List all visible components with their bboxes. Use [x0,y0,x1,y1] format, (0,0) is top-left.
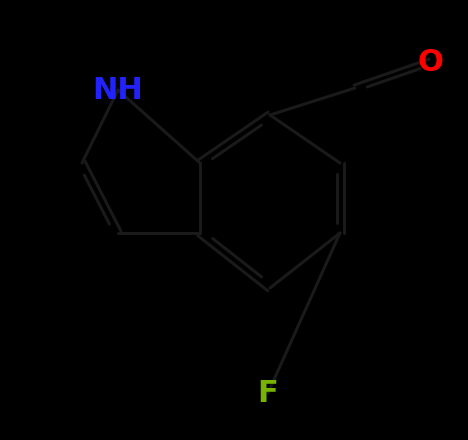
Text: F: F [257,378,278,407]
Text: O: O [417,48,443,77]
Text: NH: NH [93,76,143,105]
